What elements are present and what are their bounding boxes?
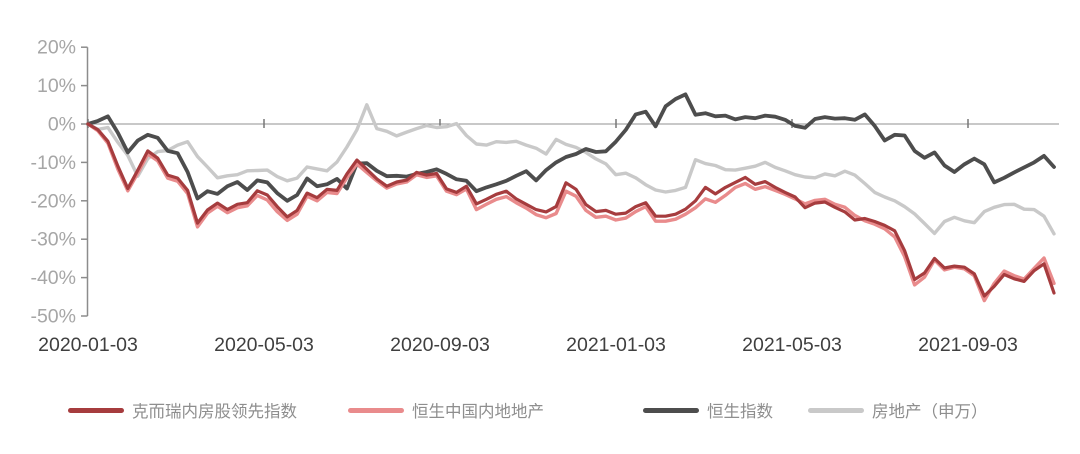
- legend-label: 恒生中国内地地产: [412, 403, 544, 421]
- series-line-2: [86, 122, 1056, 303]
- legend-label: 房地产（申万）: [872, 403, 988, 421]
- y-axis-tick-label: -30%: [30, 229, 76, 251]
- x-axis-tick-label: 2021-01-03: [566, 334, 666, 356]
- x-axis-tick-label: 2020-09-03: [390, 334, 490, 356]
- x-axis-tick-label: 2020-01-03: [38, 334, 138, 356]
- series-line-3: [86, 92, 1056, 203]
- legend-label: 克而瑞内房股领先指数: [132, 403, 297, 421]
- x-axis-tick-label: 2020-05-03: [214, 334, 314, 356]
- legend-item-3: 恒生指数: [643, 399, 773, 421]
- legend-item-4: 房地产（申万）: [808, 399, 988, 421]
- y-axis-tick-label: -40%: [30, 267, 76, 289]
- x-axis-tick-label: 2021-05-03: [742, 334, 842, 356]
- y-axis-tick-label: 10%: [37, 75, 76, 97]
- chart-canvas: 20% 10% 0% -10% -20% -30% -40% -50% 2020-01-03 20…: [30, 37, 1059, 356]
- legend-item-2: 恒生中国内地地产: [348, 399, 544, 421]
- legend-swatch-icon: [68, 407, 124, 413]
- legend-swatch-icon: [643, 407, 699, 413]
- y-axis-tick-label: 0%: [48, 114, 76, 136]
- chart-legend: 克而瑞内房股领先指数 恒生中国内地地产 恒生指数 房地产（申万）: [0, 399, 1080, 423]
- series-line-1: [86, 122, 1056, 298]
- y-axis-tick-label: -20%: [30, 190, 76, 212]
- x-axis-tick-label: 2021-09-03: [918, 334, 1018, 356]
- series-line-4: [86, 103, 1056, 236]
- legend-item-1: 克而瑞内房股领先指数: [68, 399, 297, 421]
- legend-swatch-icon: [808, 407, 864, 413]
- y-axis-tick-label: -50%: [30, 306, 76, 328]
- legend-swatch-icon: [348, 407, 404, 413]
- y-axis-tick-label: -10%: [30, 152, 76, 174]
- legend-label: 恒生指数: [707, 403, 773, 421]
- y-axis-tick-label: 20%: [37, 37, 76, 59]
